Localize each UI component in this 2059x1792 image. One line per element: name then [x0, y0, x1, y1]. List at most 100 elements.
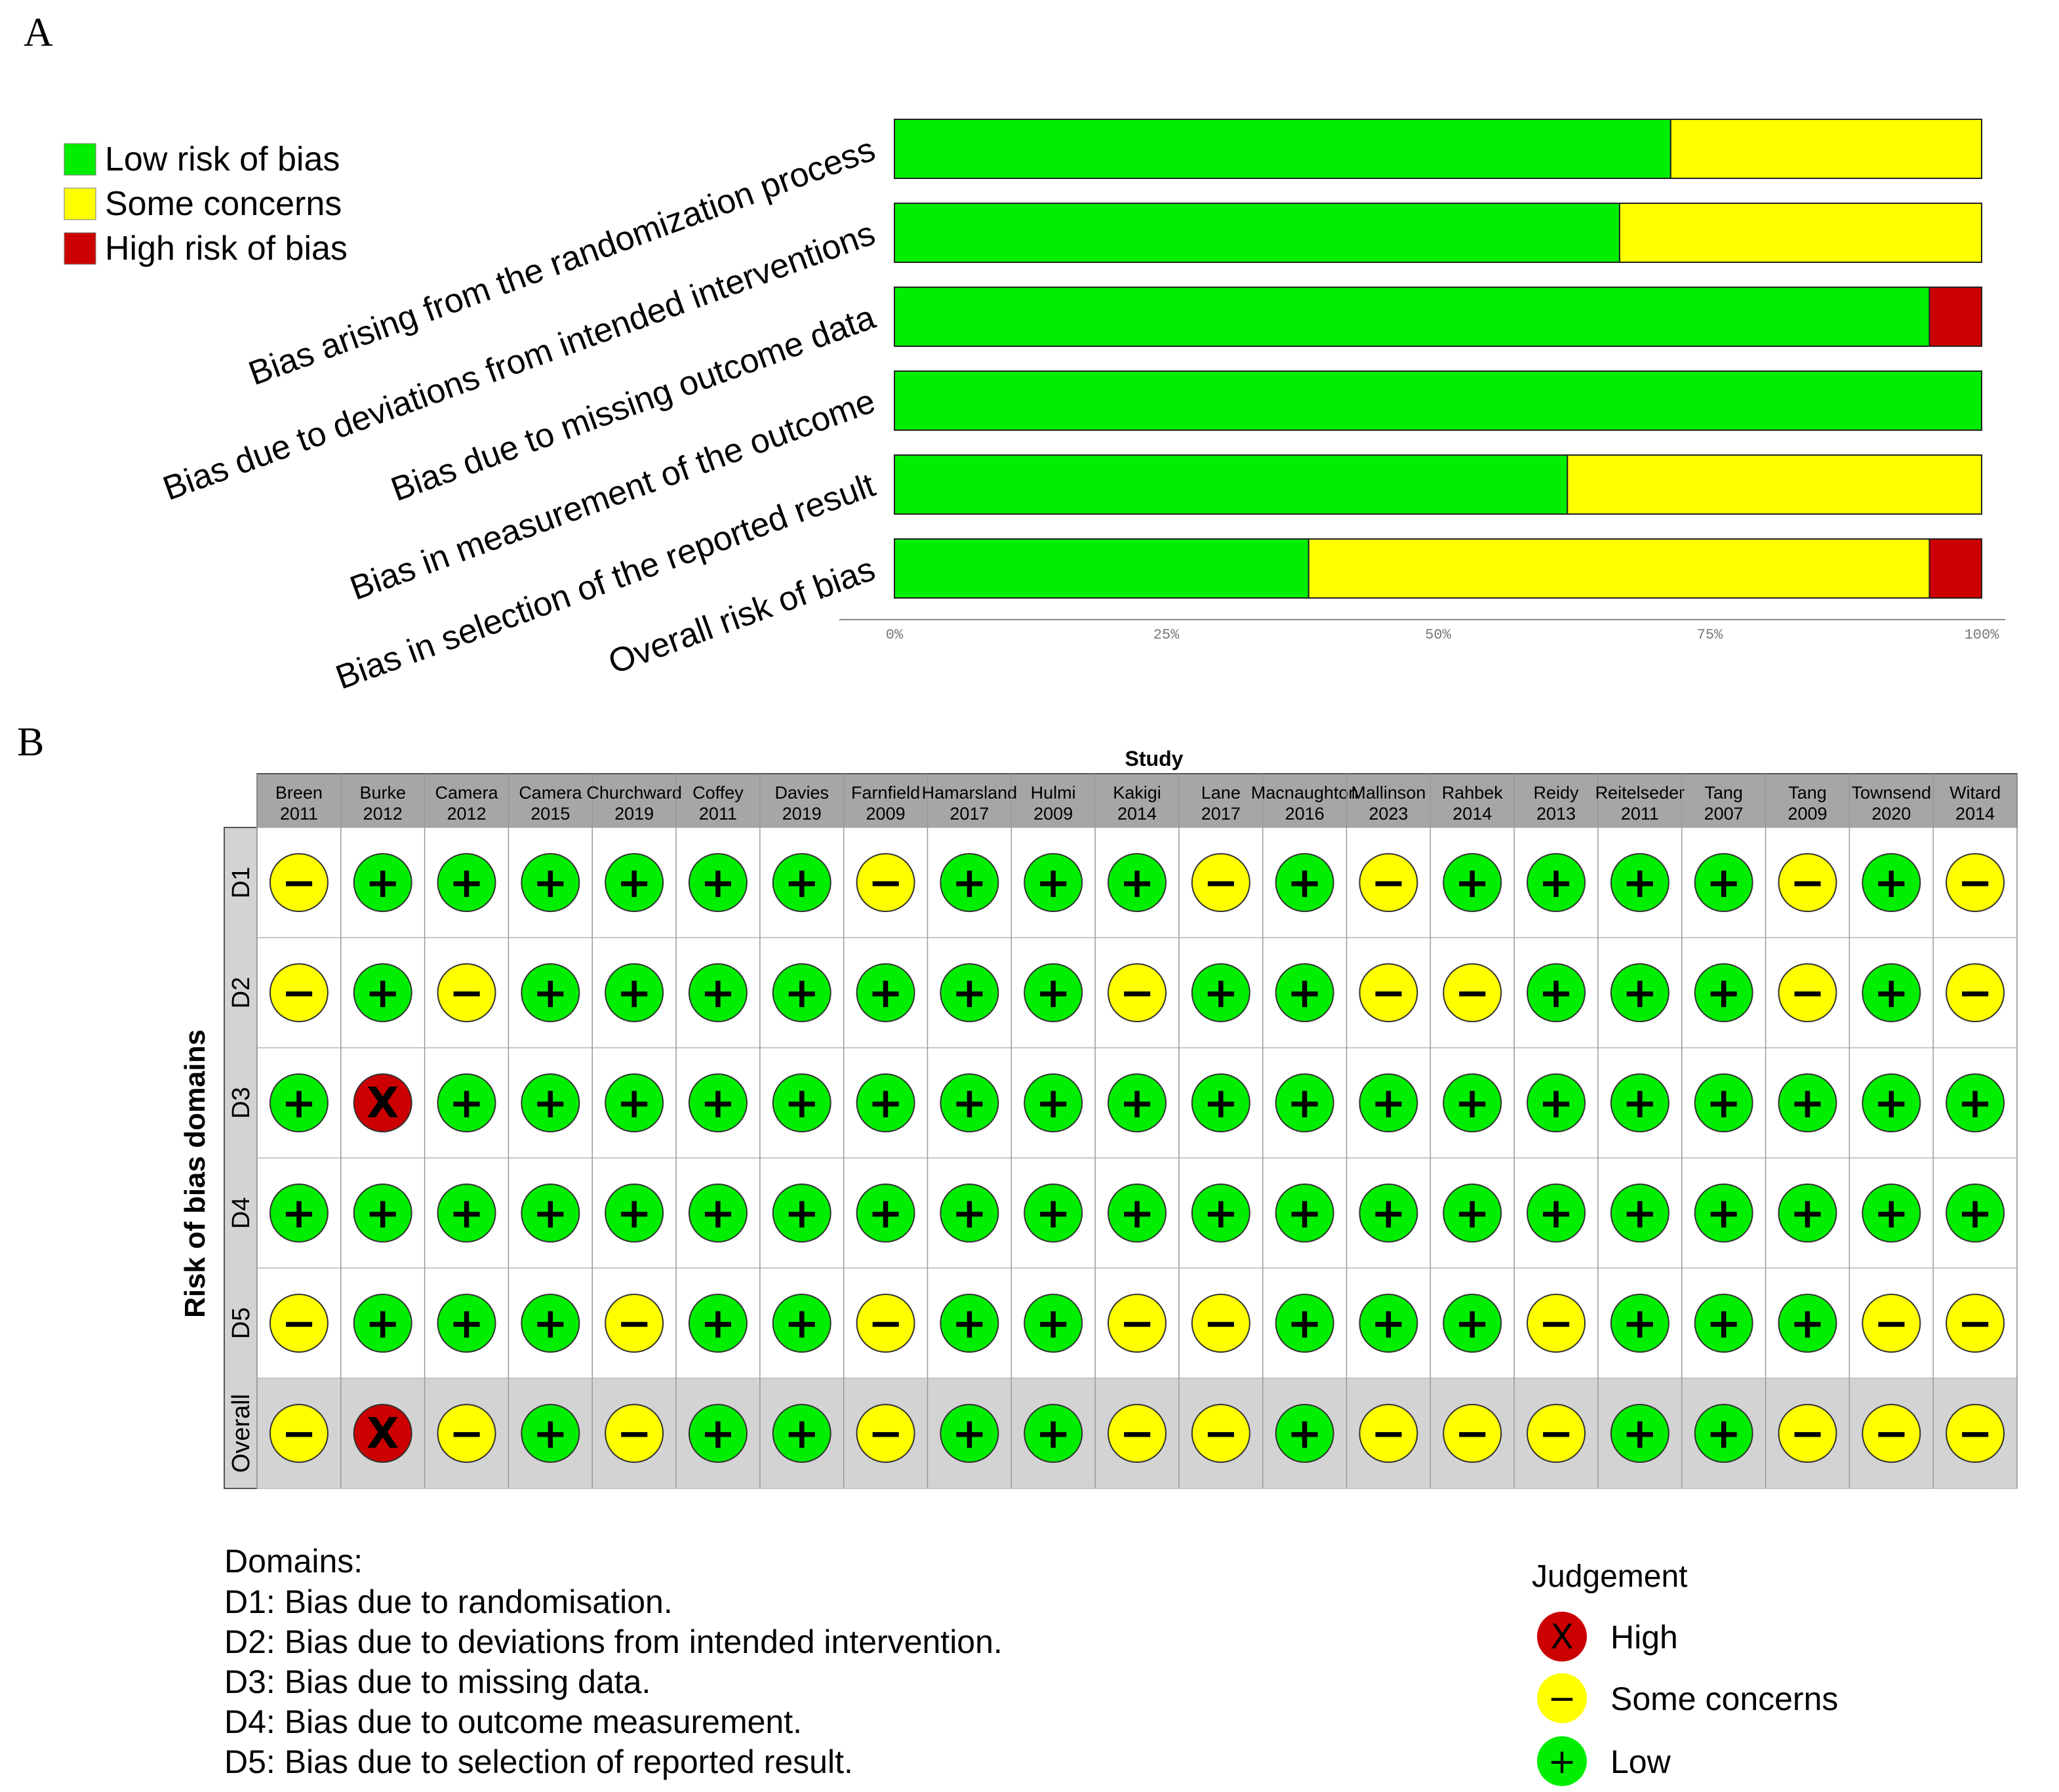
judgement-symbol-1-12: +: [1287, 969, 1323, 1018]
judgement-symbol-4-9: +: [1035, 1300, 1071, 1348]
judgement-4-5: [688, 1294, 748, 1353]
study-year-16: 2011: [1621, 804, 1659, 824]
judgement-symbol-4-3: +: [533, 1300, 569, 1348]
judgement-1-8: [940, 963, 999, 1022]
panel-a-legend: Low risk of bias Some concerns High risk o…: [64, 140, 348, 268]
judgement-symbol-1-1: +: [365, 969, 401, 1018]
judgement-2-3: [521, 1073, 580, 1132]
judgement-symbol-0-2: +: [449, 859, 485, 907]
judgement-symbol-0-10: +: [1119, 859, 1155, 907]
judgement-2-6: [772, 1073, 831, 1132]
judgement-5-20: [1946, 1404, 2005, 1463]
judgement-symbol-3-19: +: [1873, 1189, 1909, 1238]
judgement-3-19: [1862, 1184, 1921, 1243]
domain-row-label-1: D2: [228, 977, 255, 1009]
bar-high-2: [1929, 287, 1983, 347]
judgement-symbol-1-6: +: [784, 969, 820, 1018]
judgement-1-10: [1108, 963, 1167, 1022]
judgement-symbol-3-5: +: [700, 1189, 736, 1238]
judgement-symbol-5-18: −: [1790, 1410, 1826, 1458]
judgement-legend-dot-H: [1537, 1612, 1587, 1662]
judgement-symbol-3-13: +: [1371, 1189, 1407, 1238]
legend-label-high: High risk of bias: [105, 229, 348, 268]
judgement-5-8: [940, 1404, 999, 1463]
legend-swatch-some: [64, 188, 96, 220]
judgement-2-8: [940, 1073, 999, 1132]
legend-label-some: Some concerns: [105, 185, 342, 223]
bar-some-4: [1567, 454, 1982, 515]
judgement-symbol-3-0: +: [281, 1189, 317, 1238]
study-year-12: 2016: [1285, 804, 1325, 824]
study-name-11: Lane: [1201, 783, 1241, 803]
judgement-1-9: [1024, 963, 1083, 1022]
judgement-4-12: [1275, 1294, 1334, 1353]
judgement-0-6: [772, 853, 831, 912]
judgement-2-4: [605, 1073, 664, 1132]
judgement-symbol-2-13: +: [1371, 1079, 1407, 1128]
bar-high-5: [1929, 538, 1983, 599]
judgement-3-9: [1024, 1184, 1083, 1243]
judgement-symbol-1-17: +: [1706, 969, 1742, 1018]
bar-low-5: [894, 538, 1309, 599]
judgement-4-1: [353, 1294, 412, 1353]
judgement-0-16: [1610, 853, 1669, 912]
judgement-symbol-0-17: +: [1706, 859, 1742, 907]
judgement-symbol-2-7: +: [868, 1079, 904, 1128]
judgement-4-0: [269, 1294, 329, 1353]
judgement-1-1: [353, 963, 412, 1022]
study-header-band: [256, 773, 2018, 828]
judgement-5-17: [1694, 1404, 1753, 1463]
judgement-symbol-2-6: +: [784, 1079, 820, 1128]
bar-some-5: [1308, 538, 1930, 599]
judgement-symbol-5-20: −: [1957, 1410, 1993, 1458]
study-name-6: Davies: [774, 783, 829, 803]
study-year-14: 2014: [1452, 804, 1492, 824]
judgement-1-13: [1359, 963, 1418, 1022]
judgement-5-7: [856, 1404, 915, 1463]
panel-a-letter: A: [24, 10, 53, 55]
judgement-2-19: [1862, 1073, 1921, 1132]
judgement-5-6: [772, 1404, 831, 1463]
judgement-1-20: [1946, 963, 2005, 1022]
judgement-4-7: [856, 1294, 915, 1353]
domain-row-label-2: D3: [228, 1087, 255, 1119]
judgement-symbol-4-11: −: [1203, 1300, 1239, 1348]
judgement-5-13: [1359, 1404, 1418, 1463]
judgement-symbol-2-2: +: [449, 1079, 485, 1128]
panel-a-x-axis: 0% 25% 50% 75% 100%: [839, 619, 2005, 643]
judgement-symbol-1-11: +: [1203, 969, 1239, 1018]
judgement-5-12: [1275, 1404, 1334, 1463]
judgement-legend-title: Judgement: [1532, 1559, 1688, 1594]
judgement-symbol-4-16: +: [1622, 1300, 1658, 1348]
judgement-symbol-0-5: +: [700, 859, 736, 907]
judgement-symbol-3-2: +: [449, 1189, 485, 1238]
judgement-2-0: [269, 1073, 329, 1132]
judgement-symbol-3-14: +: [1454, 1189, 1490, 1238]
judgement-0-15: [1527, 853, 1586, 912]
judgement-symbol-3-15: +: [1538, 1189, 1574, 1238]
judgement-symbol-5-4: −: [616, 1410, 652, 1458]
judgement-1-12: [1275, 963, 1334, 1022]
bar-some-0: [1669, 119, 1982, 179]
judgement-symbol-2-16: +: [1622, 1079, 1658, 1128]
judgement-2-12: [1275, 1073, 1334, 1132]
judgement-symbol-3-16: +: [1622, 1189, 1658, 1238]
judgement-3-3: [521, 1184, 580, 1243]
judgement-symbol-2-3: +: [533, 1079, 569, 1128]
bar-low-3: [894, 370, 1982, 431]
judgement-legend-symbol-L: +: [1548, 1742, 1576, 1782]
judgement-0-17: [1694, 853, 1753, 912]
judgement-symbol-4-8: +: [952, 1300, 988, 1348]
judgement-symbol-2-20: +: [1957, 1079, 1993, 1128]
judgement-legend-symbol-H: X: [1550, 1618, 1574, 1657]
judgement-2-16: [1610, 1073, 1669, 1132]
study-name-20: Witard: [1949, 783, 2001, 803]
study-name-12: Macnaughton: [1251, 783, 1359, 803]
judgement-symbol-2-9: +: [1035, 1079, 1071, 1128]
domain-row-label-3: D4: [228, 1197, 255, 1229]
judgement-4-13: [1359, 1294, 1418, 1353]
judgement-3-8: [940, 1184, 999, 1243]
study-name-1: Burke: [359, 783, 406, 803]
judgement-symbol-2-15: +: [1538, 1079, 1574, 1128]
judgement-0-13: [1359, 853, 1418, 912]
